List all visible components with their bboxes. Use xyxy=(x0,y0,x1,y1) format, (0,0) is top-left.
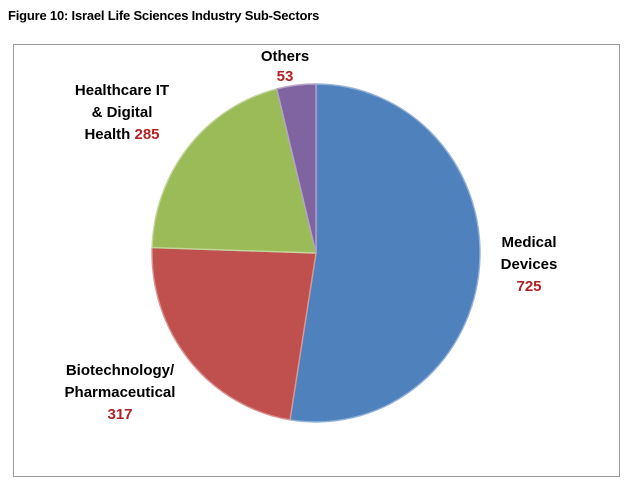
slice-callout-others: Others 53 xyxy=(200,47,370,87)
slice-label-line: Devices xyxy=(444,254,614,276)
slice-label-text: & Digital xyxy=(91,104,153,121)
pie-slice-others xyxy=(276,83,317,254)
slice-label-line: Biotechnology/ xyxy=(35,360,205,382)
slice-label-line: Others xyxy=(200,47,370,67)
slice-label-line: & Digital xyxy=(37,102,207,124)
pie-slices-group xyxy=(151,83,481,423)
slice-label-text: Medical xyxy=(501,234,557,251)
slice-label-text: Others xyxy=(260,48,310,65)
figure-title: Figure 10: Israel Life Sciences Industry… xyxy=(8,8,320,23)
slice-label-line: Medical xyxy=(444,232,614,254)
slice-value-line: 725 xyxy=(444,276,614,298)
slice-label-line: Health 285 xyxy=(37,124,207,146)
slice-label-text: Health xyxy=(84,126,131,143)
slice-label-text: Pharmaceutical xyxy=(64,384,176,401)
slice-value-healthcare: 285 xyxy=(134,126,160,143)
slice-value-others: 53 xyxy=(276,68,294,85)
slice-callout-biotech: Biotechnology/Pharmaceutical 317 xyxy=(35,360,205,426)
slice-value-medical: 725 xyxy=(516,278,542,295)
slice-label-text: Devices xyxy=(500,256,558,273)
slice-label-line: Healthcare IT xyxy=(37,80,207,102)
slice-callout-medical: Medical Devices 725 xyxy=(444,232,614,298)
pie-slice-medical xyxy=(289,83,481,423)
slice-value-line: 317 xyxy=(35,404,205,426)
pie-slice-biotech xyxy=(151,246,317,421)
slice-label-line: Pharmaceutical xyxy=(35,382,205,404)
slice-label-text: Biotechnology/ xyxy=(65,362,175,379)
slice-value-line: 53 xyxy=(200,67,370,87)
slice-label-text: Healthcare IT xyxy=(74,82,170,99)
pie-slice-healthcare xyxy=(151,88,317,254)
slice-callout-healthcare: Healthcare IT & Digital Health 285 xyxy=(37,80,207,146)
slice-value-biotech: 317 xyxy=(107,406,133,423)
